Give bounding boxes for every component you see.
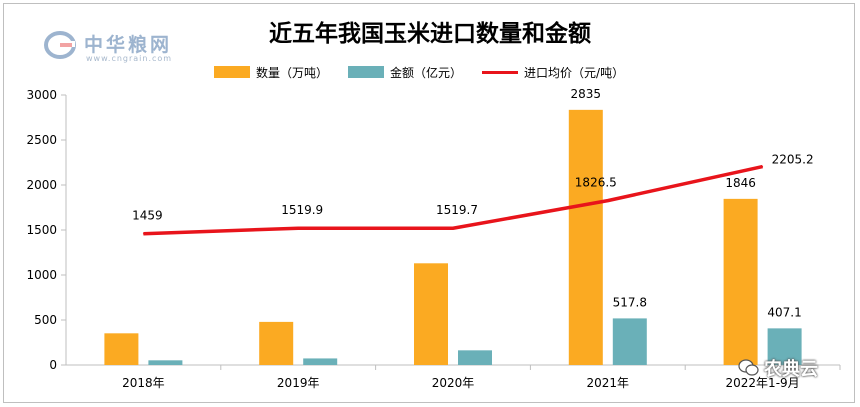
y-tick-label: 0 (49, 358, 57, 372)
data-label-amount: 517.8 (613, 295, 647, 309)
price-point (142, 233, 144, 235)
x-tick-label: 2018年 (122, 376, 165, 390)
data-label-price: 2205.2 (772, 153, 814, 167)
chart-frame (3, 3, 855, 403)
price-point (762, 166, 764, 168)
bar-quantity (414, 263, 448, 365)
x-tick-label: 2021年 (587, 376, 630, 390)
data-label-price: 1519.7 (436, 203, 478, 217)
chart-legend: 数量（万吨） 金额（亿元） 进口均价（元/吨） (214, 64, 644, 80)
logo-site: www.cngrain.com (86, 54, 173, 63)
bar-amount (148, 360, 183, 365)
data-label-price: 1826.5 (575, 176, 617, 190)
legend-item-amount: 金额（亿元） (348, 64, 462, 81)
price-line (143, 164, 763, 236)
x-tick-label: 2022年1-9月 (726, 376, 800, 390)
wechat-icon (738, 359, 759, 376)
bar-amount (458, 350, 492, 365)
cngrain-logo: 中华粮网 www.cngrain.com (44, 28, 224, 68)
data-label-quantity: 2835 (571, 87, 602, 101)
bar-amount (303, 358, 338, 365)
watermark: 农典云 (738, 355, 818, 381)
legend-swatch-price (482, 70, 519, 74)
legend-swatch-amount (348, 66, 385, 78)
price-point (452, 227, 454, 229)
y-tick-label: 500 (34, 313, 57, 327)
price-point (607, 200, 609, 202)
cngrain-logo-icon (44, 31, 76, 59)
bar-quantity (723, 198, 758, 365)
data-label-quantity: 1846 (725, 176, 756, 190)
y-tick-label: 1000 (26, 268, 57, 282)
legend-swatch-quantity (214, 66, 250, 78)
data-label-price: 1519.9 (281, 203, 323, 217)
chart-title: 近五年我国玉米进口数量和金额 (269, 21, 591, 47)
x-tick-label: 2019年 (277, 376, 320, 390)
data-label-amount: 407.1 (767, 305, 801, 319)
bar-amount (612, 318, 647, 365)
legend-item-price: 进口均价（元/吨） (482, 64, 624, 81)
bar-quantity (568, 109, 603, 365)
bar-amount (767, 328, 802, 365)
y-tick-label: 1500 (26, 223, 57, 237)
data-label-price: 1459 (132, 209, 163, 223)
legend-item-quantity: 数量（万吨） (214, 64, 328, 81)
bar-quantity (104, 333, 139, 365)
watermark-text: 农典云 (764, 359, 818, 380)
legend-label-quantity: 数量（万吨） (256, 65, 329, 80)
logo-name: 中华粮网 (84, 34, 173, 56)
bar-quantity (259, 321, 294, 365)
legend-label-amount: 金额（亿元） (390, 65, 463, 80)
y-tick-label: 3000 (26, 88, 57, 102)
x-tick-label: 2020年 (432, 376, 475, 390)
legend-label-price: 进口均价（元/吨） (524, 65, 625, 80)
y-tick-label: 2500 (26, 133, 57, 147)
y-tick-label: 2000 (26, 178, 57, 192)
price-point (297, 227, 299, 229)
